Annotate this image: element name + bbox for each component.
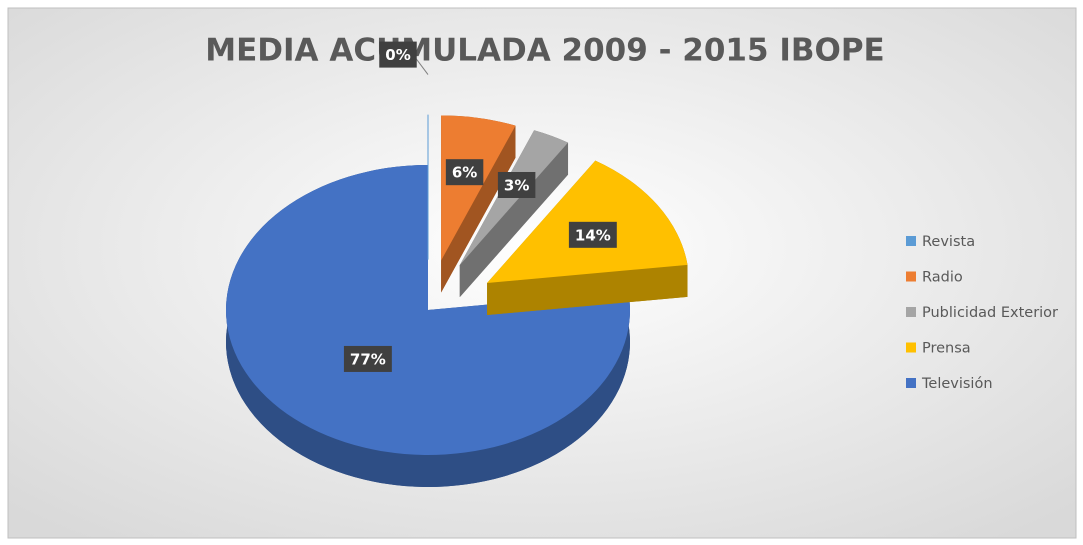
- pie: 0% 6% 3% 14% 77%: [225, 41, 688, 487]
- legend-swatch: [906, 342, 916, 353]
- data-label: 6%: [452, 164, 477, 182]
- data-label: 14%: [575, 226, 611, 244]
- slice: [487, 160, 688, 283]
- data-label-box: [343, 345, 392, 372]
- leader-line: [415, 58, 429, 75]
- legend-label: Prensa: [922, 341, 971, 357]
- slice-side: [487, 264, 688, 315]
- chart-title: MEDIA ACUMULADA 2009 - 2015 IBOPE: [205, 33, 885, 69]
- data-label: 3%: [504, 176, 529, 194]
- slice: [225, 165, 630, 456]
- slice-side: [441, 125, 516, 293]
- legend-label: Televisión: [921, 376, 993, 392]
- data-label-box: [445, 159, 484, 186]
- slice-side: [459, 142, 569, 298]
- legend-swatch: [906, 236, 916, 246]
- data-label-box: [379, 41, 417, 68]
- slice: [441, 115, 516, 261]
- data-label-box: [568, 221, 617, 248]
- legend-label: Radio: [922, 270, 963, 286]
- legend-swatch: [906, 307, 916, 317]
- data-label: 0%: [385, 46, 410, 64]
- legend: Revista Radio Publicidad Exterior Prensa Tel…: [906, 234, 1058, 392]
- legend-swatch: [906, 378, 916, 388]
- data-label-box: [497, 171, 536, 198]
- legend-label: Publicidad Exterior: [922, 305, 1058, 321]
- legend-swatch: [906, 271, 916, 282]
- legend-label: Revista: [922, 234, 975, 250]
- data-label: 77%: [350, 350, 386, 368]
